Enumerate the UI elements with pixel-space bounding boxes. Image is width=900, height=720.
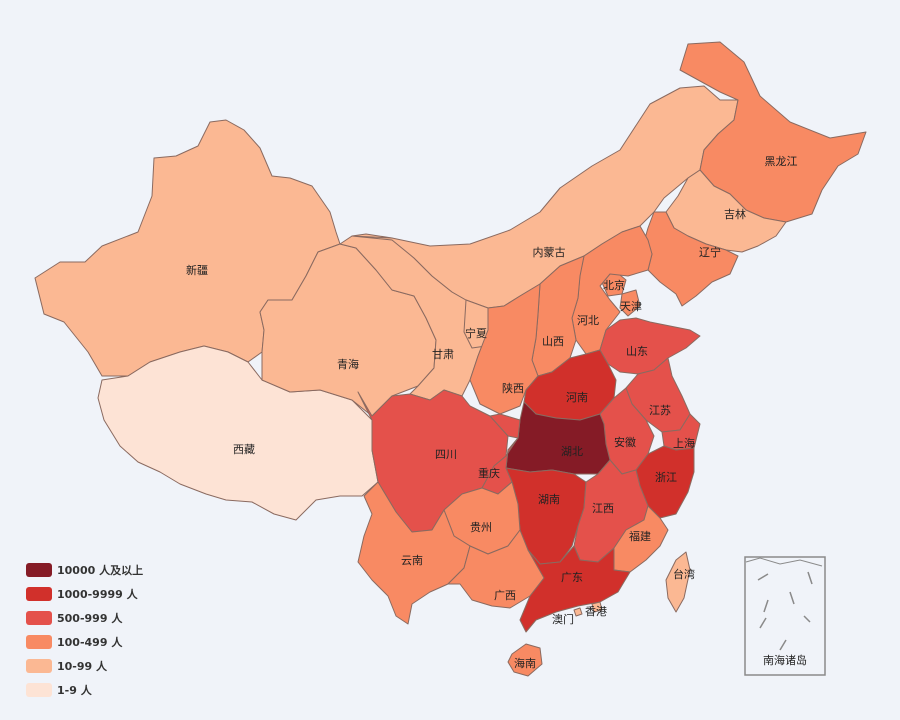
legend-item[interactable]: 1-9 人 xyxy=(26,678,143,702)
island-dash xyxy=(789,591,795,605)
legend-swatch xyxy=(26,683,52,697)
province-label: 北京 xyxy=(603,278,625,292)
legend-swatch xyxy=(26,659,52,673)
province-shape[interactable] xyxy=(679,41,867,223)
province-label: 福建 xyxy=(629,529,651,543)
province-label: 安徽 xyxy=(614,435,636,449)
province-label: 陕西 xyxy=(502,381,524,395)
province-label: 广东 xyxy=(561,571,583,584)
legend-label: 10-99 人 xyxy=(57,660,108,673)
legend-label: 1000-9999 人 xyxy=(57,588,138,601)
legend-item[interactable]: 10000 人及以上 xyxy=(26,558,143,582)
island-dash xyxy=(763,599,769,613)
legend-label: 1-9 人 xyxy=(57,684,92,697)
province-label: 黑龙江 xyxy=(765,155,798,168)
province-label: 辽宁 xyxy=(699,245,721,259)
province-label: 河北 xyxy=(577,314,599,327)
province-shape[interactable] xyxy=(357,481,471,625)
province-shape[interactable] xyxy=(619,289,641,317)
province-label: 广西 xyxy=(494,589,516,602)
legend-item[interactable]: 500-999 人 xyxy=(26,606,143,630)
inset-frame xyxy=(744,556,826,676)
province-label: 新疆 xyxy=(186,263,208,277)
province-shape[interactable] xyxy=(519,545,631,633)
province-shape[interactable] xyxy=(97,345,379,521)
legend-item[interactable]: 1000-9999 人 xyxy=(26,582,143,606)
province-label: 湖北 xyxy=(561,445,583,458)
province-label: 浙江 xyxy=(655,471,677,484)
legend-swatch xyxy=(26,635,52,649)
legend-item[interactable]: 10-99 人 xyxy=(26,654,143,678)
province-shape[interactable] xyxy=(599,317,701,375)
legend-item[interactable]: 100-499 人 xyxy=(26,630,143,654)
province-label: 贵州 xyxy=(470,521,492,534)
island-dash xyxy=(757,573,769,581)
province-label: 吉林 xyxy=(724,207,746,221)
island-dash xyxy=(803,615,811,623)
legend-label: 500-999 人 xyxy=(57,612,123,625)
south-china-sea-inset: 南海诸岛 xyxy=(744,556,826,676)
legend: 10000 人及以上 1000-9999 人 500-999 人 100-499 人 1… xyxy=(26,558,143,702)
legend-label: 10000 人及以上 xyxy=(57,564,144,577)
island-dash xyxy=(779,639,787,651)
province-label: 澳门 xyxy=(552,612,574,626)
province-label: 四川 xyxy=(435,448,457,461)
province-label: 上海 xyxy=(673,436,695,450)
province-label: 甘肃 xyxy=(432,348,454,361)
province-label: 江西 xyxy=(592,502,614,515)
province-label: 台湾 xyxy=(673,567,695,581)
province-label: 内蒙古 xyxy=(533,245,566,259)
province-label: 海南 xyxy=(514,656,536,670)
province-label: 青海 xyxy=(337,357,359,371)
province-shape[interactable] xyxy=(573,607,583,617)
province-label: 香港 xyxy=(585,605,607,618)
inset-coastline xyxy=(745,557,823,567)
province-label: 河南 xyxy=(566,391,588,404)
province-label: 山东 xyxy=(626,345,648,358)
legend-swatch xyxy=(26,611,52,625)
island-dash xyxy=(759,617,767,629)
province-label: 云南 xyxy=(401,554,423,567)
province-label: 天津 xyxy=(620,300,642,313)
province-label: 重庆 xyxy=(478,466,500,480)
province-label: 西藏 xyxy=(233,443,255,456)
province-shape[interactable] xyxy=(665,551,691,613)
province-shape[interactable] xyxy=(591,601,603,613)
province-label: 湖南 xyxy=(538,493,560,506)
province-shape[interactable] xyxy=(507,643,543,677)
island-dash xyxy=(807,571,813,585)
province-label: 宁夏 xyxy=(465,326,487,340)
legend-label: 100-499 人 xyxy=(57,636,123,649)
province-label: 山西 xyxy=(542,335,564,348)
inset-label: 南海诸岛 xyxy=(763,653,807,667)
legend-swatch xyxy=(26,587,52,601)
legend-swatch xyxy=(26,563,52,577)
province-label: 江苏 xyxy=(649,404,671,417)
